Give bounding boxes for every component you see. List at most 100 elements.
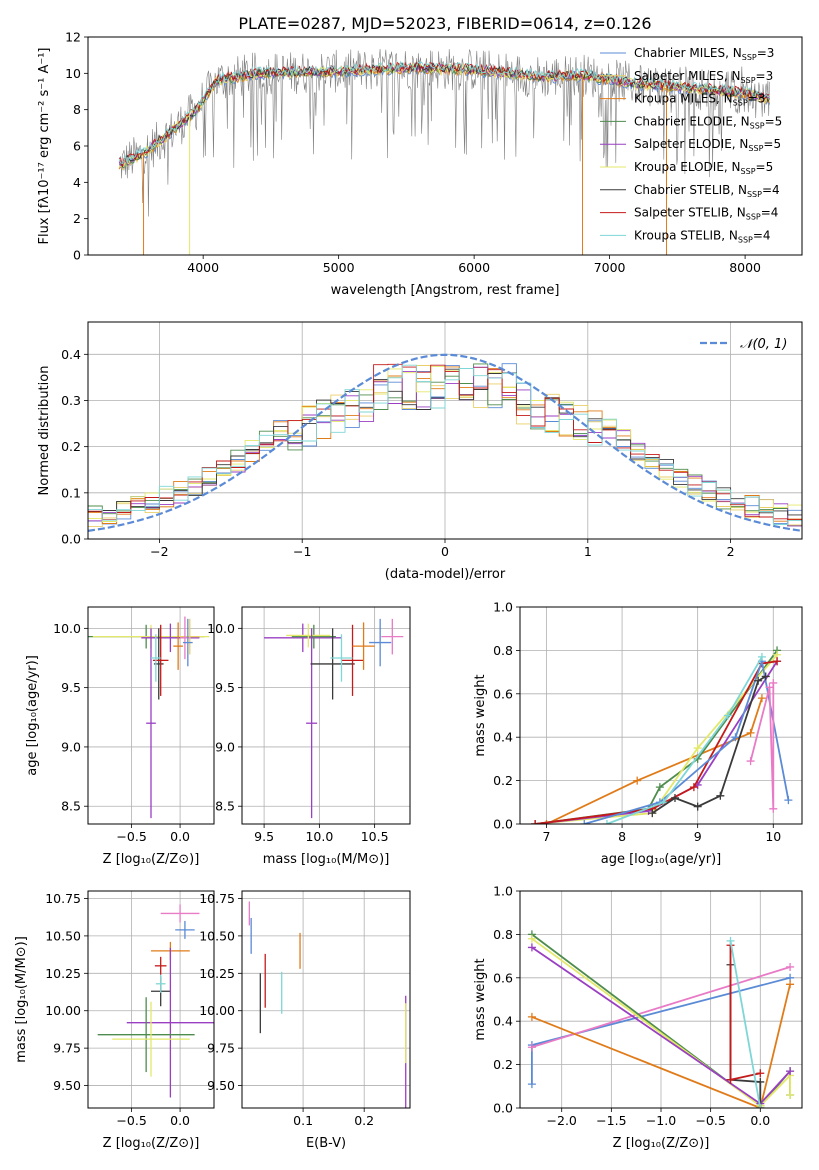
plot-area: [97, 904, 214, 1098]
axes-frame: [241, 606, 411, 825]
x-tick-label: 6000: [458, 260, 490, 275]
weight-marker: [786, 980, 795, 989]
y-tick-label: 0: [73, 248, 81, 263]
legend-entry: Kroupa STELIB, NSSP=4: [634, 228, 771, 244]
x-tick-label: −2: [150, 544, 168, 559]
legend-entry: Kroupa ELODIE, NSSP=5: [634, 160, 773, 176]
x-tick-label: −1.0: [646, 1113, 676, 1128]
y-tick-label: 0.2: [493, 773, 513, 788]
legend-entry: Salpeter ELODIE, NSSP=5: [634, 137, 781, 153]
weight-marker: [756, 1069, 765, 1078]
weight-marker: [633, 776, 642, 785]
weight-marker: [689, 783, 698, 792]
legend-tail: =5: [756, 160, 774, 174]
x-axis-label: age [log₁₀(age/yr)]: [601, 852, 722, 867]
x-axis-label: mass [log₁₀(M/M⊙)]: [263, 852, 390, 867]
y-tick-label: 0.4: [61, 347, 81, 362]
y-tick-label: 9.5: [61, 680, 81, 695]
weight-marker: [786, 1067, 795, 1076]
weight-marker: [756, 1104, 765, 1108]
legend-subscript: SSP: [733, 99, 748, 108]
legend-name: Kroupa STELIB, N: [634, 228, 738, 242]
y-axis-label: mass weight: [473, 958, 488, 1040]
x-tick-label: −1: [293, 544, 311, 559]
y-axis-label: Flux [fλ10⁻¹⁷ erg cm⁻² s⁻¹ A⁻¹]: [37, 48, 52, 245]
y-axis-label: age [log₁₀(age/yr)]: [25, 655, 40, 776]
y-tick-label: 10.25: [45, 966, 81, 981]
y-tick-label: 10.50: [45, 928, 81, 943]
legend-tail: =5: [765, 114, 783, 128]
y-tick-label: 0.2: [493, 1057, 513, 1072]
y-tick-label: 1.0: [493, 884, 513, 899]
x-tick-label: 10.0: [305, 829, 333, 844]
x-tick-label: 0.0: [750, 1113, 770, 1128]
y-tick-label: 0.6: [493, 686, 513, 701]
y-tick-label: 10.0: [53, 621, 81, 636]
legend-tail: =3: [756, 69, 774, 83]
x-tick-label: 8000: [729, 260, 761, 275]
y-tick-label: 9.0: [61, 739, 81, 754]
panel-weight_vs_age: 7 8 9 10 0.0 0.2 0.4 0.6 0.8 1.0 age [log₁₀(age/yr…: [473, 600, 803, 867]
legend-entry: Chabrier MILES, NSSP=3: [634, 46, 774, 62]
x-axis-label: wavelength [Angstrom, rest frame]: [331, 283, 560, 298]
weight-marker: [754, 676, 763, 685]
y-tick-label: 10.50: [199, 928, 235, 943]
y-tick-label: 0.8: [493, 643, 513, 658]
weight-marker: [773, 657, 782, 666]
weight-marker: [784, 796, 793, 805]
weight-marker: [756, 1077, 765, 1086]
y-tick-label: 10: [65, 66, 81, 81]
panel-age_vs_Z: −0.5 0.0 8.5 9.0 9.5 10.0 Z [log₁₀(Z/Z⊙)] age […: [25, 606, 215, 867]
weight-marker: [693, 744, 702, 753]
y-tick-label: 9.50: [207, 1078, 235, 1093]
x-axis-label: Z [log₁₀(Z/Z⊙)]: [613, 1136, 710, 1151]
y-tick-label: 0.6: [493, 970, 513, 985]
weight-line-6: [606, 656, 763, 824]
weight-line-8: [749, 683, 775, 809]
plot-area: [527, 930, 795, 1108]
y-tick-label: 8.5: [215, 799, 235, 814]
x-tick-label: −0.5: [116, 1113, 146, 1128]
x-tick-label: 0.1: [293, 1113, 313, 1128]
weight-marker: [769, 678, 778, 687]
figure-title: PLATE=0287, MJD=52023, FIBERID=0614, z=0…: [238, 14, 651, 33]
panel-age_vs_mass: 9.5 10.0 10.5 8.5 9.0 9.5 10.0 mass [log₁₀(M/M⊙…: [207, 606, 411, 867]
axes-frame: [87, 890, 215, 1109]
legend-name: Chabrier ELODIE, N: [634, 114, 750, 128]
residual-histogram-7: [88, 363, 802, 521]
legend-subscript: SSP: [750, 121, 765, 130]
weight-marker: [746, 757, 755, 766]
panel-weight_vs_Z: −2.0 −1.5 −1.0 −0.5 0.0 0.0 0.2 0.4 0.6 0.8 1.0 Z […: [473, 884, 803, 1151]
weight-marker: [648, 809, 657, 818]
weight-marker: [531, 820, 540, 824]
y-tick-label: 1.0: [493, 600, 513, 615]
x-tick-label: 10.5: [361, 829, 389, 844]
panel-mass_vs_Z: −0.5 0.0 9.50 9.75 10.00 10.25 10.50 10.75 Z [lo…: [14, 890, 215, 1151]
weight-marker: [527, 1043, 536, 1052]
y-tick-label: 9.50: [53, 1078, 81, 1093]
y-tick-label: 10.00: [199, 1003, 235, 1018]
axes-frame: [241, 890, 411, 1109]
x-tick-label: 10: [765, 829, 781, 844]
panel-mass_vs_ebv: 0.1 0.2 9.50 9.75 10.00 10.25 10.50 10.75 E(B-V): [199, 890, 411, 1151]
weight-marker: [527, 934, 536, 943]
legend-name: Chabrier STELIB, N: [634, 183, 747, 197]
observed-spectrum-line: [118, 48, 770, 217]
legend-subscript: SSP: [741, 76, 756, 85]
x-tick-label: 0.0: [170, 1113, 190, 1128]
axes-frame: [519, 606, 803, 825]
legend-subscript: SSP: [738, 235, 753, 244]
y-tick-label: 10.00: [45, 1003, 81, 1018]
legend-subscript: SSP: [748, 144, 763, 153]
legend-tail: =4: [762, 183, 780, 197]
y-tick-label: 9.75: [207, 1041, 235, 1056]
legend-name: Kroupa MILES, N: [634, 92, 733, 106]
legend-subscript: SSP: [742, 53, 757, 62]
x-tick-label: 2: [727, 544, 735, 559]
weight-marker: [602, 820, 611, 824]
weight-marker: [693, 802, 702, 811]
y-tick-label: 9.5: [215, 680, 235, 695]
x-tick-label: −0.5: [116, 829, 146, 844]
legend-tail: =3: [748, 92, 766, 106]
